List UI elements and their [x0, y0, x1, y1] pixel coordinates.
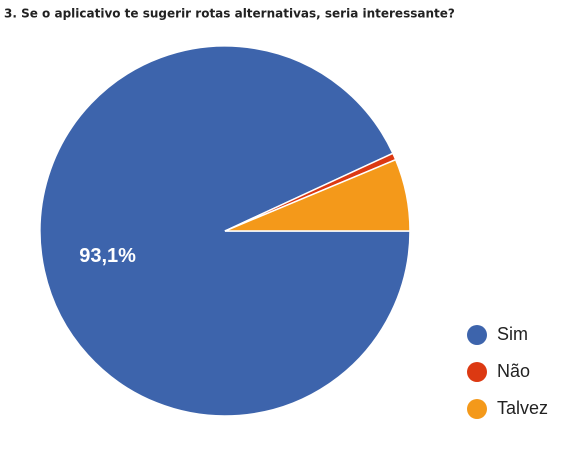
legend-label: Talvez	[497, 398, 548, 418]
legend-label: Não	[497, 361, 530, 381]
legend-marker	[467, 362, 487, 382]
legend-marker	[467, 399, 487, 419]
chart-title: 3. Se o aplicativo te sugerir rotas alte…	[4, 7, 455, 21]
pie-slice	[224, 158, 411, 232]
legend-marker	[467, 325, 487, 345]
slice-label: 93,1%	[79, 245, 136, 267]
legend-label: Sim	[497, 324, 528, 344]
